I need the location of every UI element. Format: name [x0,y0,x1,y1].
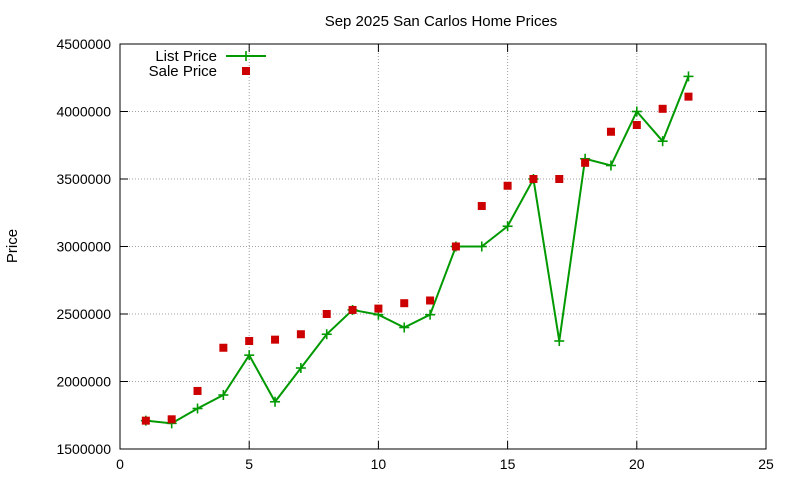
sale-price-point [167,415,176,424]
y-tick-label: 3500000 [56,171,111,187]
sale-price-point [555,175,564,183]
grid [120,44,766,449]
sale-price-point [296,330,305,339]
sale-price-point [322,310,331,318]
legend-label: List Price [155,48,217,65]
chart-title: Sep 2025 San Carlos Home Prices [325,13,558,30]
list-price-point [631,106,642,117]
sale-price-point [141,416,150,425]
sale-price-point [271,335,280,344]
x-tick-label: 0 [116,456,124,472]
y-tick-label: 3000000 [56,239,111,255]
legend-swatch-marker [242,67,250,75]
list-price-point [425,309,436,320]
y-tick-label: 2500000 [56,306,111,322]
x-tick-label: 20 [629,456,645,472]
x-tick-label: 15 [500,456,516,472]
sale-price-point [374,304,383,313]
sale-price-point [245,337,254,345]
sale-price-point [606,127,615,136]
list-price-point [218,390,229,400]
list-price-point [554,336,565,346]
sale-price-point [684,92,693,101]
y-tick-label: 4000000 [56,104,111,120]
sale-price-point [477,202,486,210]
sale-price-point [658,104,667,113]
sale-price-point [400,299,409,308]
axis-ticks: 0 5 10 15 20 25 1500000 2000000 2500000 3000000 35… [56,36,774,472]
sale-price-point [193,386,202,395]
x-tick-label: 10 [371,456,387,472]
plot-frame [119,43,767,450]
list-price-line [145,76,690,425]
sale-price-point [581,158,590,167]
list-price-point [192,403,203,414]
list-price-point [476,241,487,252]
list-price-point [399,322,410,333]
series-layer [140,71,694,429]
sale-price-point [632,121,641,129]
y-tick-label: 4500000 [56,36,111,52]
sale-price-point [426,296,435,305]
sale-price-point [219,343,228,352]
list-price-point [502,221,513,232]
y-tick-label: 1500000 [56,441,111,457]
sale-price-point [348,305,357,314]
list-price-point [605,160,616,171]
list-price-point [295,363,306,373]
sale-price-point [503,181,512,190]
list-price-point [683,71,694,82]
list-price-point [270,396,281,407]
y-tick-label: 2000000 [56,374,111,390]
list-price-point [657,136,668,147]
sale-price-point [529,175,538,183]
list-price-point [244,350,255,361]
legend-swatch-marker [241,51,251,61]
sale-price-point [451,242,460,251]
x-tick-label: 25 [758,456,774,472]
y-axis-label: Price [4,229,21,263]
legend-label: Sale Price [149,63,217,80]
list-price-point [321,329,332,340]
x-tick-label: 5 [245,456,253,472]
